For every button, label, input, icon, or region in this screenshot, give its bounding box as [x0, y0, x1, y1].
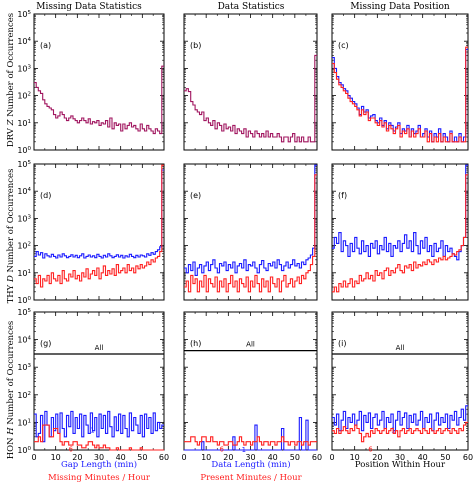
x-label-data-length: Data Length (min)	[211, 459, 290, 470]
x-label-present-minutes-per-hour: Present Minutes / Hour	[200, 473, 302, 483]
x-tick-label: 40	[418, 453, 428, 462]
y-tick-label: 103	[17, 64, 31, 73]
x-tick-label: 50	[440, 453, 450, 462]
series-line-blue	[34, 169, 164, 259]
series-line-6	[332, 421, 468, 443]
x-label-position-within-hour: Position Within Hour	[355, 460, 446, 470]
panel-h: 0 10 20 30 40 50 60 (h) All 1 6	[181, 311, 322, 462]
x-tick-label: 10	[201, 453, 211, 462]
series-line-1	[332, 405, 468, 432]
x-tick-label: 50	[137, 453, 147, 462]
panel-frame	[33, 163, 165, 301]
panel-g: 100 101 102 103 104 105 0 10 20 30 40 50 60 (g) All 1 6	[17, 308, 169, 462]
panel-label: (i)	[338, 339, 346, 348]
series-annotation: 6	[368, 446, 373, 454]
y-tick-label: 103	[17, 214, 31, 223]
x-tick-label: 30	[245, 453, 255, 462]
panel-frame	[183, 311, 318, 451]
x-tick-label: 40	[116, 453, 126, 462]
x-tick-label: 30	[94, 453, 104, 462]
column-title-data-statistics: Data Statistics	[218, 2, 285, 12]
panel-label: (d)	[40, 191, 51, 200]
panel-label: (c)	[338, 41, 349, 50]
x-tick-label: 60	[159, 453, 169, 462]
y-tick-label: 100	[17, 446, 31, 455]
y-tick-label: 101	[17, 119, 31, 128]
y-tick-label: 105	[17, 308, 31, 317]
column-title-missing-data-position: Missing Data Position	[350, 2, 450, 12]
series-line-6	[34, 424, 164, 451]
panel-label: (b)	[190, 41, 201, 50]
y-tick-label: 100	[17, 296, 31, 305]
series-annotation: All	[396, 344, 405, 352]
x-tick-label: 20	[72, 453, 82, 462]
series-annotation: 1	[90, 427, 94, 435]
x-tick-label: 0	[329, 453, 334, 462]
series-line-blue	[184, 164, 317, 276]
panel-f: (f)	[331, 163, 469, 301]
y-tick-label: 100	[17, 146, 31, 155]
y-tick-label: 101	[17, 418, 31, 427]
panel-label: (f)	[338, 191, 347, 200]
y-tick-label: 102	[17, 92, 31, 101]
series-annotation: 6	[219, 446, 224, 454]
y-tick-label: 105	[17, 10, 31, 19]
x-tick-label: 30	[395, 453, 405, 462]
panel-label: (a)	[40, 41, 51, 50]
panel-label: (h)	[190, 339, 201, 348]
x-tick-label: 50	[290, 453, 300, 462]
series-line-1	[184, 416, 317, 451]
row-label-thy-d: THY D Number of Occurrences	[6, 169, 16, 304]
x-tick-label: 40	[268, 453, 278, 462]
x-label-gap-length: Gap Length (min)	[61, 459, 137, 470]
panel-c: (c)	[331, 13, 469, 151]
panel-b: (b)	[183, 13, 318, 151]
x-tick-label: 20	[372, 453, 382, 462]
y-tick-label: 103	[17, 363, 31, 372]
panel-d: 100 101 102 103 104 105 (d)	[17, 160, 165, 305]
y-tick-label: 102	[17, 242, 31, 251]
series-line-6	[184, 436, 317, 446]
panel-e: (e)	[183, 163, 318, 301]
x-tick-label: 0	[31, 453, 36, 462]
series-line-red	[34, 164, 164, 288]
series-line-1	[34, 410, 164, 443]
y-tick-label: 104	[17, 336, 31, 345]
series-line-blue	[332, 164, 468, 261]
y-tick-label: 104	[17, 37, 31, 46]
y-tick-label: 105	[17, 160, 31, 169]
x-label-missing-minutes-per-hour: Missing Minutes / Hour	[48, 473, 151, 483]
series-line-purple	[34, 65, 164, 135]
x-tick-label: 60	[312, 453, 322, 462]
x-tick-label: 20	[223, 453, 233, 462]
panel-a: 100 101 102 103 104 105 (a)	[17, 10, 165, 155]
x-tick-label: 60	[463, 453, 473, 462]
column-title-missing-data-statistics: Missing Data Statistics	[36, 2, 142, 12]
series-annotation: 1	[242, 446, 246, 454]
row-label-hon-h: HON H Number of Occurrences	[6, 321, 16, 460]
y-tick-label: 104	[17, 187, 31, 196]
y-tick-label: 102	[17, 391, 31, 400]
x-tick-label: 0	[181, 453, 186, 462]
series-line-purple	[184, 54, 317, 143]
panel-label: (e)	[190, 191, 201, 200]
series-annotation: All	[246, 341, 255, 349]
series-annotation: 6	[69, 446, 74, 454]
series-annotation: All	[95, 344, 104, 352]
series-line-red	[184, 174, 317, 293]
panel-label: (g)	[40, 339, 51, 348]
row-label-drv-z: DRV Z Number of Occurrences	[6, 13, 16, 147]
series-line-red	[332, 174, 468, 293]
x-tick-label: 10	[51, 453, 61, 462]
x-tick-label: 10	[350, 453, 360, 462]
series-line-red	[332, 46, 468, 143]
panel-frame	[183, 13, 318, 151]
y-tick-label: 101	[17, 269, 31, 278]
